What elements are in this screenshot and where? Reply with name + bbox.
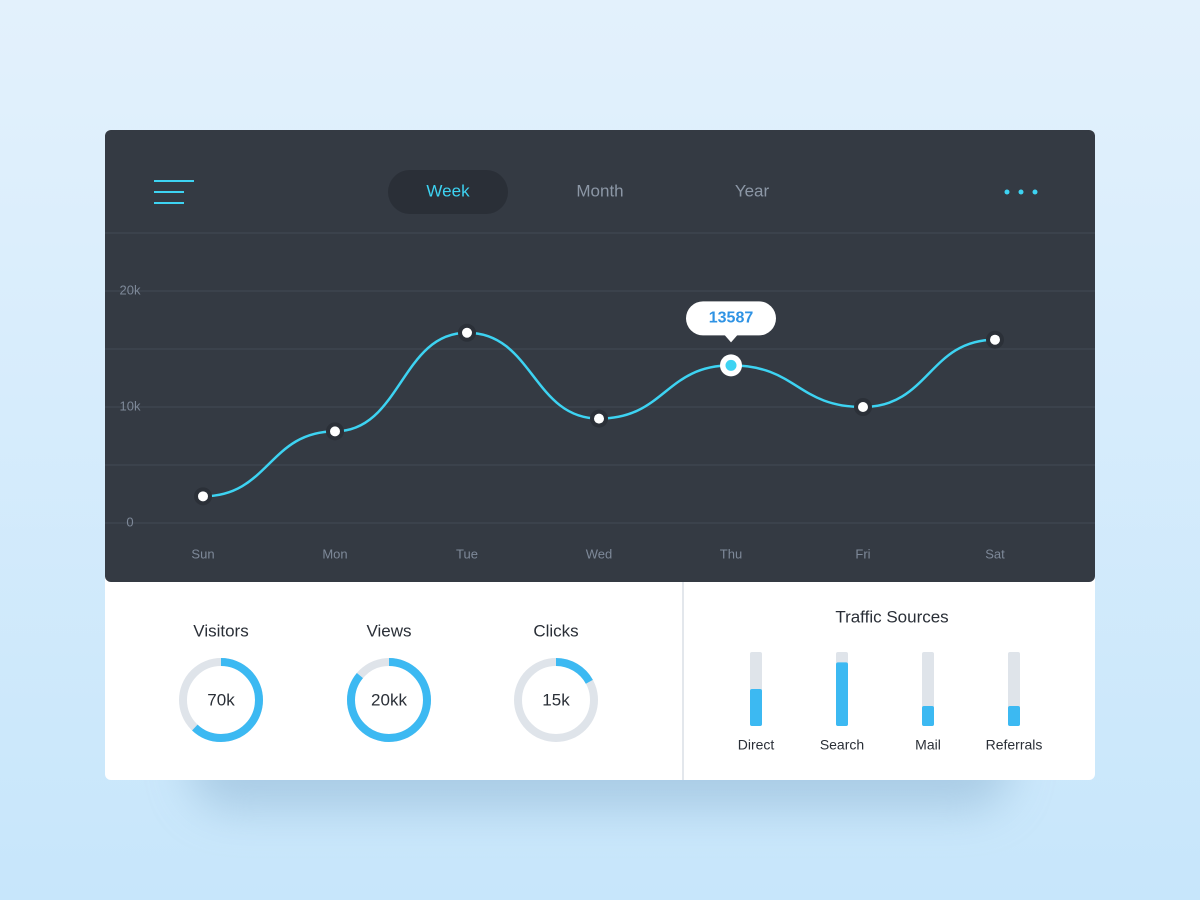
plot: 0 10k 20k Sun Mon Tue Wed Thu Fri Sat 13587 bbox=[105, 232, 1095, 561]
tooltip-box bbox=[686, 301, 776, 336]
ring-fill bbox=[514, 658, 598, 742]
x-tick-label: Wed bbox=[586, 546, 613, 561]
bar bbox=[1008, 706, 1020, 726]
point[interactable] bbox=[330, 426, 340, 437]
stat-label: Clicks bbox=[533, 621, 578, 640]
menu-icon[interactable] bbox=[154, 180, 194, 204]
ring-fill bbox=[347, 658, 431, 742]
stat-label: Views bbox=[366, 621, 411, 640]
dot bbox=[1018, 189, 1024, 195]
dot bbox=[1032, 189, 1038, 195]
point[interactable] bbox=[462, 327, 472, 338]
traffic-title: Traffic Sources bbox=[835, 607, 948, 626]
point[interactable] bbox=[594, 413, 604, 424]
bar bbox=[750, 689, 762, 726]
tabs: Week Month Year bbox=[388, 170, 770, 214]
stat-value: 15k bbox=[542, 690, 570, 709]
x-tick-label: Fri bbox=[855, 546, 870, 561]
bar-label: Direct bbox=[738, 737, 775, 753]
bottom-panel: Visitors 70k Views 20kk Clicks 15k Traffic Sou… bbox=[179, 607, 1043, 753]
x-tick-label: Tue bbox=[456, 546, 478, 561]
stat-value: 70k bbox=[207, 690, 235, 709]
x-tick-label: Thu bbox=[720, 546, 742, 561]
point[interactable] bbox=[198, 491, 208, 502]
point-highlight-core bbox=[725, 359, 737, 371]
stat-label: Visitors bbox=[193, 621, 248, 640]
point[interactable] bbox=[858, 402, 868, 412]
x-tick-label: Sat bbox=[985, 546, 1005, 561]
tooltip-pointer bbox=[724, 334, 738, 343]
stat-value: 20kk bbox=[371, 690, 407, 709]
x-tick-label: Mon bbox=[322, 546, 347, 561]
ring-fill bbox=[179, 658, 263, 742]
y-tick-label: 20k bbox=[120, 282, 141, 297]
dot bbox=[1004, 189, 1010, 195]
bar-label: Referrals bbox=[986, 737, 1043, 753]
tab[interactable]: Month bbox=[576, 181, 623, 200]
point[interactable] bbox=[990, 334, 1000, 345]
bar bbox=[922, 706, 934, 726]
tooltip-value: 13587 bbox=[709, 310, 754, 327]
y-tick-label: 0 bbox=[126, 514, 133, 529]
x-tick-label: Sun bbox=[191, 546, 214, 561]
tab-pill bbox=[388, 170, 508, 214]
bar-label: Search bbox=[820, 737, 864, 753]
tab[interactable]: Week bbox=[426, 181, 470, 200]
tooltip: 13587 bbox=[686, 301, 776, 343]
chart-panel: 0 10k 20k Sun Mon Tue Wed Thu Fri Sat 13587 bbox=[105, 130, 1095, 582]
more-icon[interactable] bbox=[1004, 189, 1038, 195]
tab[interactable]: Year bbox=[735, 181, 770, 200]
y-tick-label: 10k bbox=[120, 398, 141, 413]
bar bbox=[836, 662, 848, 726]
bar-label: Mail bbox=[915, 737, 941, 753]
chart-panel-bg bbox=[105, 130, 1095, 582]
